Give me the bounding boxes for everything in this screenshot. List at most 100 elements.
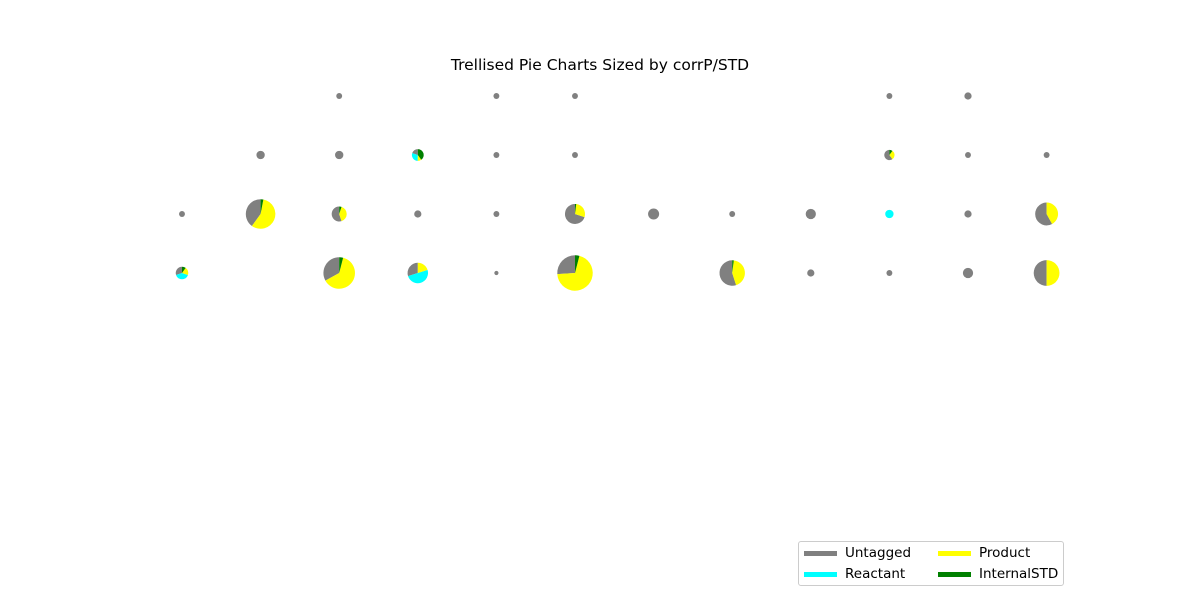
pie-slice-untagged <box>557 255 575 275</box>
legend-swatch-internalstd <box>938 571 971 577</box>
pie-slice-internalstd <box>182 266 186 273</box>
pie-r1-c11 <box>1043 152 1050 158</box>
pie-r3-c11 <box>1033 260 1060 286</box>
legend-swatch-product <box>938 550 971 556</box>
pie-r3-c5 <box>557 255 593 291</box>
pie-slice-product <box>251 199 276 229</box>
pie-r0-c9 <box>886 93 893 99</box>
legend-label-product: Product <box>979 545 1031 561</box>
pie-slice-internalstd <box>339 257 344 273</box>
pie-slice-untagged <box>648 208 660 220</box>
pie-r2-c4 <box>493 211 500 217</box>
pie-slice-untagged <box>414 210 422 218</box>
legend: Untagged Product Reactant InternalSTD <box>798 541 1064 586</box>
pie-slice-untagged <box>493 152 500 158</box>
pie-slice-internalstd <box>732 260 734 273</box>
pie-slice-untagged <box>886 270 893 276</box>
pie-slice-untagged <box>886 93 893 99</box>
legend-label-untagged: Untagged <box>845 545 912 561</box>
pie-slice-untagged <box>962 267 974 279</box>
pie-slice-untagged <box>572 152 578 158</box>
pie-slice-product <box>889 150 895 160</box>
pie-slice-untagged <box>1043 152 1050 158</box>
pie-slice-product <box>339 206 347 222</box>
pie-slice-untagged <box>493 211 500 217</box>
pie-slice-product <box>557 255 593 291</box>
pie-slice-untagged <box>412 149 418 155</box>
pie-r0-c10 <box>964 92 972 100</box>
pie-slice-untagged <box>493 93 500 99</box>
legend-swatch-reactant <box>804 571 837 577</box>
legend-label-reactant: Reactant <box>845 566 906 582</box>
pie-slice-product <box>417 262 428 273</box>
legend-item-internalstd: InternalSTD <box>938 564 1058 584</box>
pie-slice-untagged <box>964 210 972 218</box>
pie-r0-c4 <box>493 93 500 99</box>
legend-item-product: Product <box>938 543 1030 563</box>
legend-label-internalstd: InternalSTD <box>979 566 1059 582</box>
pie-r0-c5 <box>572 93 578 99</box>
pie-slice-untagged <box>175 266 182 275</box>
pie-slice-internalstd <box>339 206 342 214</box>
chart-title: Trellised Pie Charts Sized by corrP/STD <box>450 56 750 74</box>
pie-r1-c2 <box>335 150 344 160</box>
pie-slice-untagged <box>335 150 344 160</box>
pie-slice-product <box>325 257 355 289</box>
pie-slice-untagged <box>245 199 261 226</box>
pie-slice-untagged <box>719 260 737 286</box>
pie-slice-untagged <box>336 93 343 99</box>
pie-r2-c3 <box>414 210 422 218</box>
pie-slice-untagged <box>407 262 418 277</box>
pie-slice-reactant <box>408 269 429 284</box>
pie-slice-product <box>732 260 745 286</box>
pie-r2-c10 <box>964 210 972 218</box>
pie-r2-c1 <box>245 199 276 229</box>
pie-slice-product <box>1046 260 1060 286</box>
pie-r1-c4 <box>493 152 500 158</box>
pie-slice-untagged <box>729 211 736 217</box>
pie-r3-c3 <box>407 262 429 284</box>
pie-slice-untagged <box>965 152 971 158</box>
pie-r1-c5 <box>572 152 578 158</box>
pie-slice-reactant <box>176 273 188 280</box>
pie-r3-c8 <box>807 269 815 277</box>
pie-slice-product <box>417 155 422 161</box>
pie-slice-untagged <box>256 150 265 160</box>
legend-swatch-untagged <box>804 550 837 556</box>
pie-slice-untagged <box>1033 260 1047 286</box>
pie-r1-c10 <box>965 152 971 158</box>
pie-r3-c9 <box>886 270 893 276</box>
pie-r1-c1 <box>256 150 265 160</box>
pie-slice-untagged <box>884 149 893 161</box>
pie-slice-untagged <box>807 269 815 277</box>
pie-slice-product <box>575 204 586 218</box>
pie-r1-c9 <box>884 149 895 161</box>
pie-slice-product <box>1046 202 1059 225</box>
pie-slice-untagged <box>805 208 816 220</box>
pie-slice-untagged <box>564 203 585 225</box>
pie-r0-c2 <box>336 93 343 99</box>
pie-r2-c8 <box>805 208 816 220</box>
pie-slice-untagged <box>494 270 499 276</box>
pie-slice-internalstd <box>575 255 580 273</box>
pie-slice-untagged <box>323 257 340 281</box>
pie-slice-internalstd <box>889 149 893 155</box>
pie-r2-c5 <box>564 203 586 225</box>
pie-slice-reactant <box>885 209 894 219</box>
pie-slice-internalstd <box>417 149 424 160</box>
pie-r2-c7 <box>729 211 736 217</box>
pie-r3-c2 <box>323 257 355 289</box>
pie-slice-untagged <box>572 93 578 99</box>
pie-r3-c10 <box>962 267 974 279</box>
pie-r2-c2 <box>331 206 347 222</box>
legend-item-reactant: Reactant <box>804 564 905 584</box>
pie-r3-c4 <box>494 270 499 276</box>
pie-slice-internalstd <box>575 203 577 214</box>
pie-r2-c11 <box>1035 202 1059 226</box>
pie-slice-untagged <box>1035 202 1053 226</box>
pie-r3-c0 <box>175 266 189 280</box>
pie-slice-untagged <box>331 206 342 222</box>
pie-r1-c3 <box>411 149 424 161</box>
pie-slice-product <box>182 267 189 275</box>
